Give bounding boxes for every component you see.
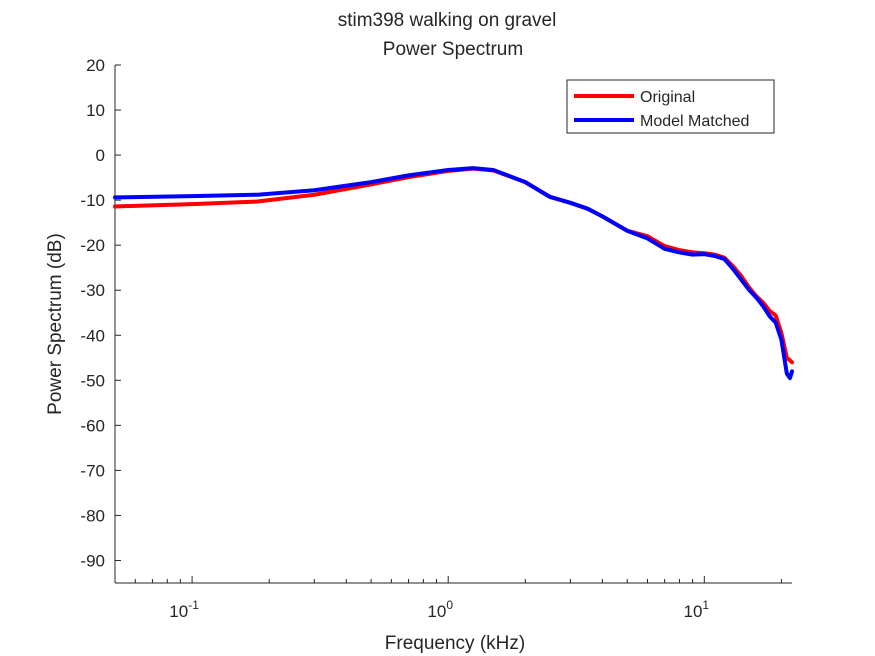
y-tick-label: -70	[80, 461, 105, 480]
series-line-original	[113, 166, 794, 365]
y-tick-label: -30	[80, 281, 105, 300]
y-tick-label: -10	[80, 191, 105, 210]
y-tick-label: -60	[80, 416, 105, 435]
x-axis-label: Frequency (kHz)	[385, 633, 525, 654]
series-lines	[113, 166, 794, 381]
y-ticks: 20 10 0 -10 -20 -30 -40 -50 -60 -70 -80 -90	[80, 56, 121, 570]
y-tick-label: -90	[80, 551, 105, 570]
series-line-model-matched	[113, 166, 794, 381]
y-tick-label: -50	[80, 371, 105, 390]
legend-label-original: Original	[640, 89, 695, 106]
x-tick-label: 101	[683, 598, 709, 621]
y-axis-label: Power Spectrum (dB)	[45, 233, 66, 415]
y-tick-label: 0	[96, 146, 105, 165]
x-ticks: 10-1 100 101	[114, 576, 782, 621]
legend-label-model-matched: Model Matched	[640, 113, 749, 130]
y-tick-label: 20	[86, 56, 105, 75]
chart-title: stim398 walking on gravel	[338, 10, 557, 31]
chart-subtitle: Power Spectrum	[383, 39, 523, 60]
x-tick-label: 10-1	[169, 598, 199, 621]
legend-box	[566, 79, 775, 134]
y-tick-label: -80	[80, 506, 105, 525]
x-tick-label: 100	[427, 598, 453, 621]
legend: Original Model Matched	[566, 79, 775, 134]
y-tick-label: -40	[80, 326, 105, 345]
y-tick-label: 10	[86, 101, 105, 120]
y-tick-label: -20	[80, 236, 105, 255]
